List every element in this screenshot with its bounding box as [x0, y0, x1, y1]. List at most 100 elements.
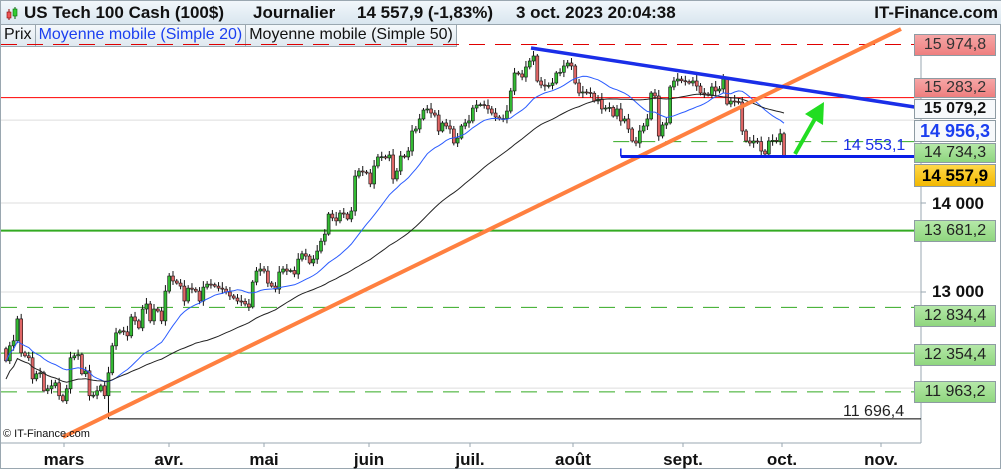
- ma50-badge: 15 079,2: [914, 99, 996, 119]
- candle: [770, 140, 775, 142]
- candle: [433, 112, 437, 116]
- title-bar: US Tech 100 Cash (100$) Journalier 14 55…: [1, 1, 1001, 25]
- candle: [391, 154, 395, 180]
- candle: [744, 130, 748, 142]
- candle: [603, 107, 608, 110]
- candle: [61, 395, 65, 402]
- candle: [364, 171, 369, 174]
- candle: [353, 175, 357, 212]
- candle: [748, 140, 752, 144]
- candle: [641, 125, 646, 132]
- candle: [448, 125, 452, 130]
- legend-ma50[interactable]: Moyenne mobile (Simple 50): [246, 25, 457, 47]
- x-tick-nov: nov.: [864, 450, 898, 469]
- candle: [357, 170, 361, 177]
- candle: [478, 104, 483, 106]
- candle: [398, 155, 403, 172]
- candle: [304, 253, 308, 257]
- level-badge-15974: 15 974,8: [914, 34, 996, 56]
- candle: [736, 101, 741, 103]
- candle: [186, 287, 190, 302]
- candle: [653, 92, 657, 97]
- candle: [140, 308, 145, 329]
- candle: [45, 388, 50, 392]
- candle: [34, 373, 39, 380]
- candle: [759, 141, 764, 152]
- candle: [546, 85, 551, 87]
- candle: [171, 275, 175, 282]
- x-tick-juil: juil.: [455, 450, 485, 469]
- candle: [23, 352, 27, 357]
- candle: [395, 170, 399, 180]
- candle: [292, 270, 297, 275]
- candle: [121, 330, 126, 333]
- candle: [474, 104, 479, 109]
- candle: [243, 300, 247, 305]
- candle: [694, 80, 699, 87]
- candle: [732, 100, 737, 103]
- candle: [360, 170, 365, 173]
- candle: [247, 303, 251, 308]
- candle: [493, 112, 498, 118]
- candle: [763, 150, 767, 155]
- candle: [470, 107, 475, 122]
- candle: [197, 290, 202, 302]
- last-price-badge: 14 557,9: [914, 164, 996, 187]
- candle: [125, 331, 130, 337]
- candle: [444, 122, 449, 127]
- candle: [649, 92, 653, 120]
- last-price: 14 557,9 (-1,83%): [357, 3, 494, 22]
- candle: [15, 318, 20, 342]
- candle: [49, 385, 54, 390]
- candle: [296, 258, 301, 275]
- candle: [713, 86, 718, 92]
- candle: [725, 78, 729, 105]
- candle: [57, 382, 61, 397]
- candle: [592, 92, 597, 102]
- candle: [421, 109, 426, 120]
- candle: [201, 286, 206, 302]
- candle: [277, 271, 282, 290]
- candle: [414, 128, 418, 132]
- low-line-label: 11 696,4: [843, 403, 905, 420]
- candle: [322, 233, 327, 242]
- candle: [235, 297, 240, 302]
- candle: [220, 287, 225, 290]
- candle: [319, 240, 323, 252]
- ma20-badge: 14 956,3: [914, 120, 996, 142]
- period[interactable]: Journalier: [253, 3, 336, 22]
- candle: [527, 60, 532, 68]
- candle: [110, 345, 115, 374]
- candle: [95, 390, 99, 396]
- candle: [163, 290, 168, 322]
- candle: [615, 108, 619, 117]
- brand[interactable]: IT-Finance.com: [874, 3, 998, 22]
- candle: [634, 140, 638, 144]
- candle: [482, 104, 486, 106]
- candle: [410, 130, 414, 152]
- candle: [26, 355, 31, 359]
- candle: [664, 122, 669, 126]
- candle: [675, 78, 680, 82]
- candle: [53, 382, 58, 387]
- y-tick-13000: 13 000: [932, 282, 984, 301]
- candle: [68, 357, 73, 390]
- level-badge-12834: 12 834,4: [914, 305, 996, 327]
- ma20-line: [5, 75, 785, 383]
- candle: [531, 55, 536, 62]
- candle: [19, 318, 23, 354]
- candle: [209, 283, 213, 286]
- candle: [334, 217, 338, 222]
- legend-price[interactable]: Prix: [1, 25, 36, 47]
- candle: [182, 285, 187, 302]
- candle: [133, 316, 137, 322]
- candle: [114, 332, 118, 347]
- candle: [717, 88, 722, 92]
- candle: [508, 90, 513, 112]
- candle: [539, 80, 543, 86]
- candle: [269, 282, 274, 287]
- legend-ma20[interactable]: Moyenne mobile (Simple 20): [35, 25, 247, 47]
- candle: [406, 150, 411, 158]
- candle: [338, 212, 342, 222]
